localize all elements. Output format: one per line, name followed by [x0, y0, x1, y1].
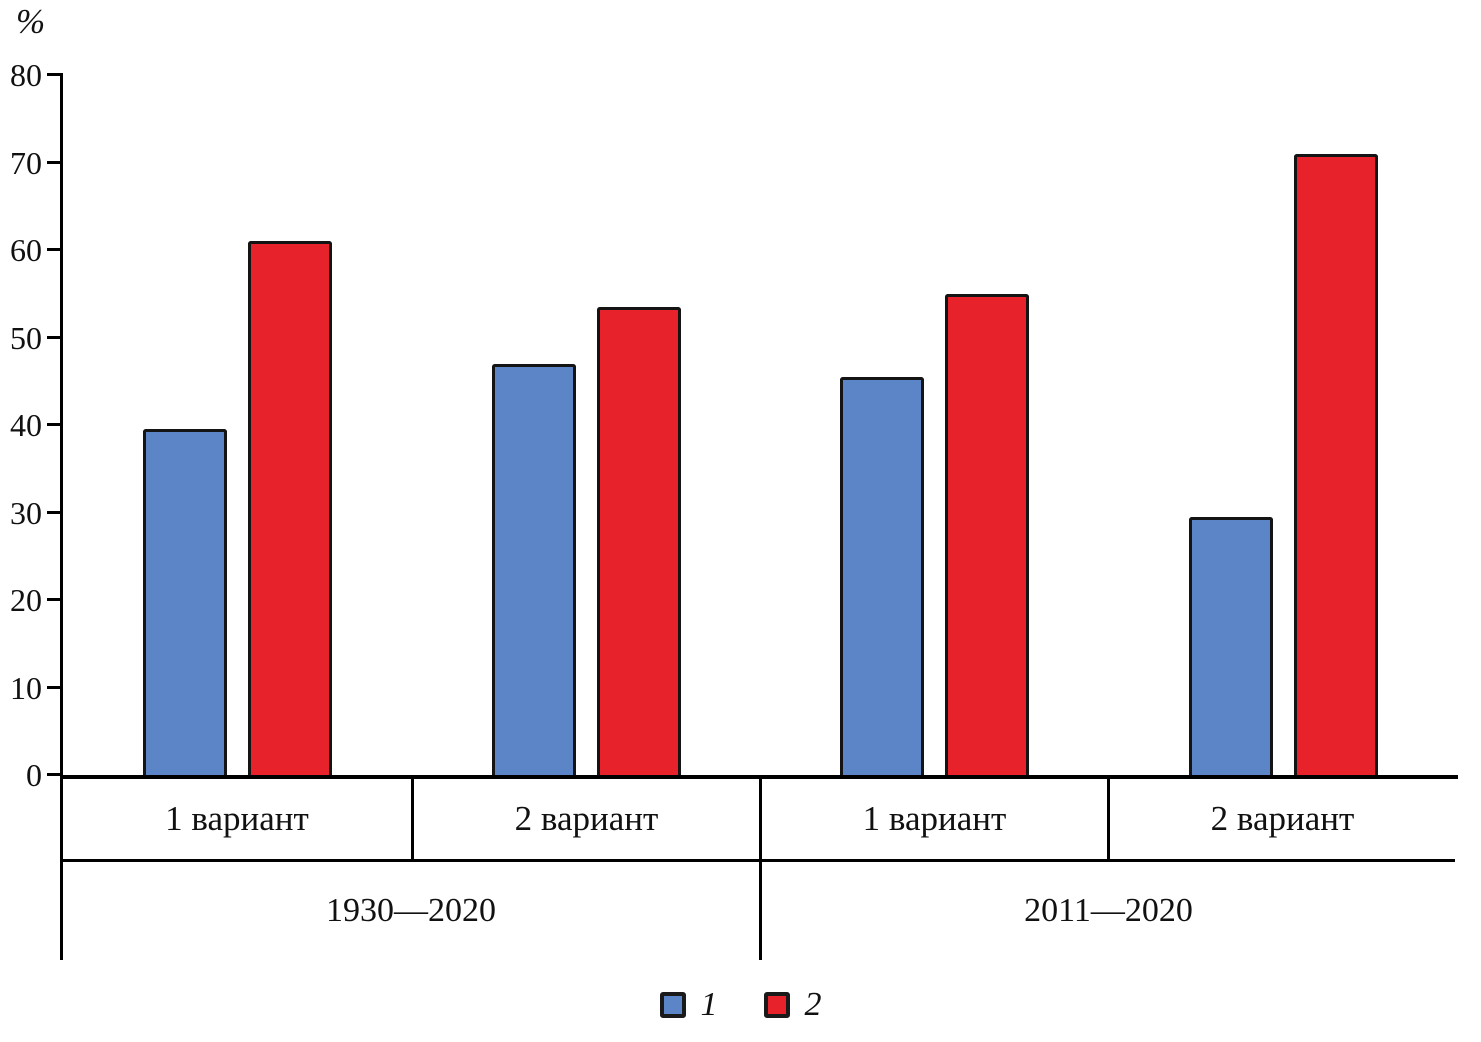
bar-group-2	[412, 75, 761, 775]
y-tick-mark	[47, 685, 63, 689]
y-tick-mark	[47, 160, 63, 164]
variant-label-row: 1 вариант 2 вариант 1 вариант 2 вариант	[63, 779, 1455, 862]
y-tick-mark	[47, 335, 63, 339]
bar-group-4	[1109, 75, 1458, 775]
x-axis-table: 1 вариант 2 вариант 1 вариант 2 вариант …	[60, 779, 1455, 960]
bar-group3-series1	[840, 376, 925, 775]
bar-group4-series1	[1189, 516, 1274, 775]
legend-label: 2	[804, 986, 822, 1023]
y-tick-label: 80	[10, 57, 42, 93]
legend-swatch-red	[763, 992, 790, 1018]
y-tick-label: 10	[10, 669, 42, 706]
legend-label: 1	[700, 986, 718, 1023]
legend-item-series2: 2	[763, 986, 822, 1024]
bar-group-3	[761, 75, 1110, 775]
bar-group-1	[63, 75, 412, 775]
variant-label: 1 вариант	[165, 799, 309, 838]
bar-group2-series1	[491, 363, 576, 775]
period-label-row: 1930—2020 2011—2020	[63, 862, 1455, 960]
y-tick-label: 30	[10, 494, 42, 531]
y-axis-unit-label: %	[16, 2, 46, 41]
y-tick-label: 40	[10, 407, 42, 443]
y-tick-mark	[47, 510, 63, 514]
bar-group2-series2	[596, 306, 681, 775]
legend-swatch-blue	[659, 992, 686, 1018]
bar-group3-series2	[945, 293, 1030, 775]
y-tick-mark	[47, 598, 63, 601]
y-tick-label: 60	[10, 232, 42, 268]
period-label: 2011—2020	[759, 862, 1455, 960]
y-tick-label: 70	[10, 144, 42, 181]
variant-label: 2 вариант	[411, 779, 759, 859]
legend-item-series1: 1	[659, 986, 718, 1024]
y-tick-mark	[47, 248, 63, 251]
legend: 1 2	[0, 986, 1481, 1024]
variant-label: 2 вариант	[1107, 779, 1455, 859]
y-tick-label: 50	[10, 319, 42, 356]
y-tick-label: 0	[26, 757, 42, 793]
y-axis-tick-labels: 0 10 20 30 40 50 60 70 80	[0, 59, 44, 791]
bar-group1-series2	[247, 241, 332, 775]
bar-group1-series1	[142, 429, 227, 775]
period-label: 1930—2020	[326, 892, 496, 929]
y-tick-mark	[47, 73, 63, 76]
y-tick-mark	[47, 773, 63, 776]
y-tick-mark	[47, 423, 63, 426]
y-tick-label: 20	[10, 582, 42, 618]
variant-label: 1 вариант	[759, 779, 1107, 859]
bar-group4-series2	[1294, 153, 1379, 775]
plot-area	[47, 73, 1458, 779]
